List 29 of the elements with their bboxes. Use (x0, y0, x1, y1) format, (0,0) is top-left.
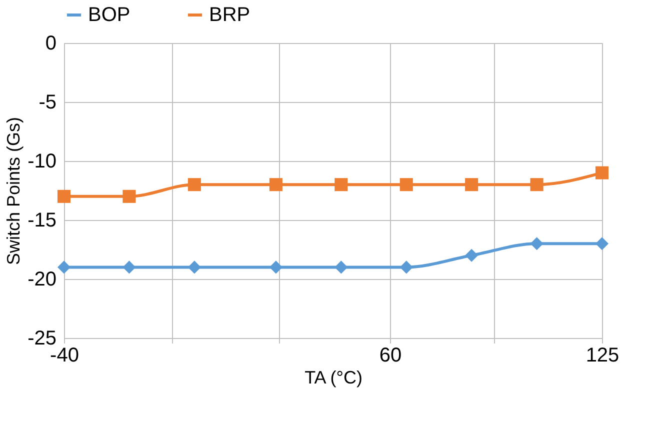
point (269, 260, 282, 274)
y-tick-label: -10 (28, 150, 56, 172)
point (595, 166, 609, 180)
y-axis-title: Switch Points (Gs) (4, 116, 24, 266)
point (530, 178, 544, 192)
y-tick-label: 0 (45, 32, 56, 54)
y-tick-label: -20 (28, 268, 56, 290)
x-tick-label: 60 (379, 344, 402, 366)
x-tick-label: 125 (586, 344, 620, 366)
point (57, 260, 71, 274)
point (400, 178, 413, 192)
point (334, 260, 348, 274)
point (530, 237, 544, 250)
point (465, 178, 478, 192)
point (595, 237, 609, 250)
point (122, 260, 136, 274)
y-tick-label: -15 (28, 210, 56, 232)
x-axis-title: TA (°C) (304, 368, 362, 388)
point (400, 260, 413, 274)
point (334, 178, 348, 192)
point (188, 260, 201, 274)
point (188, 178, 201, 192)
legend-label: BOP (88, 4, 130, 26)
point (57, 190, 71, 203)
legend-label: BRP (209, 4, 250, 26)
y-tick-label: -5 (38, 92, 56, 114)
point (269, 178, 282, 192)
point (122, 190, 136, 203)
point (465, 248, 478, 262)
